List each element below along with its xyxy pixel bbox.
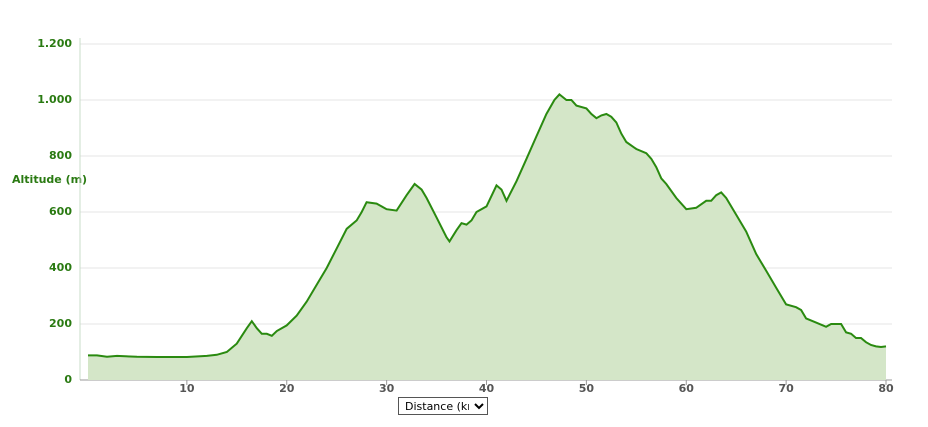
y-tick-label: 400 — [49, 261, 72, 274]
y-tick-label: 1.200 — [37, 37, 72, 50]
y-axis-label: Altitude (m) — [12, 173, 87, 186]
elevation-line — [88, 93, 887, 358]
x-tick-label: 60 — [679, 382, 695, 395]
x-tick-label: 20 — [279, 382, 295, 395]
x-tick-label: 10 — [179, 382, 195, 395]
y-tick-label: 200 — [49, 317, 72, 330]
x-tick-label: 70 — [778, 382, 794, 395]
x-tick-label: 30 — [379, 382, 395, 395]
y-tick-label: 1.000 — [37, 93, 72, 106]
x-axis-selector[interactable]: Distance (km) — [398, 397, 488, 415]
x-tick-label: 50 — [579, 382, 595, 395]
x-tick-label: 80 — [878, 382, 894, 395]
y-tick-label: 800 — [49, 149, 72, 162]
area-fill — [88, 94, 886, 381]
y-tick-label: 600 — [49, 205, 72, 218]
y-tick-label: 0 — [64, 373, 72, 386]
x-tick-label: 40 — [479, 382, 495, 395]
